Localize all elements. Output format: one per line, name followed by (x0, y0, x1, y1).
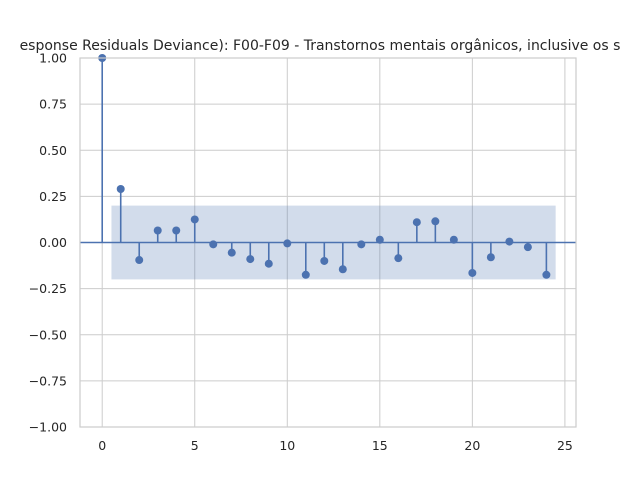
marker-lag-24 (542, 270, 551, 279)
marker-lag-6 (209, 240, 218, 249)
marker-lag-17 (412, 218, 421, 227)
marker-lag-2 (135, 256, 144, 265)
y-tick-label-2: −0.50 (29, 327, 67, 342)
y-tick-label-4: 0.00 (39, 235, 67, 250)
marker-lag-11 (301, 270, 310, 279)
marker-lag-16 (394, 254, 403, 263)
marker-lag-3 (153, 226, 162, 235)
marker-lag-19 (449, 235, 458, 244)
chart-title: esponse Residuals Deviance): F00-F09 - T… (20, 38, 621, 54)
marker-lag-8 (246, 255, 255, 264)
marker-lag-22 (505, 237, 514, 246)
marker-lag-13 (338, 265, 347, 274)
marker-lag-10 (283, 239, 292, 248)
y-tick-label-7: 0.75 (39, 97, 67, 112)
marker-lag-5 (190, 215, 199, 224)
marker-lag-15 (375, 235, 384, 244)
marker-lag-7 (227, 248, 236, 257)
tick-label-layer: 0 5 10 15 20 25 −1.00 −0.75 −0.50 −0.25 0.00 0.25 0.… (29, 51, 573, 454)
x-tick-label-4: 20 (464, 438, 480, 453)
x-tick-label-1: 5 (191, 438, 199, 453)
y-tick-label-5: 0.25 (39, 189, 67, 204)
y-tick-label-1: −0.75 (29, 373, 67, 388)
y-tick-label-3: −0.25 (29, 281, 67, 296)
marker-lag-21 (486, 253, 495, 262)
marker-lag-9 (264, 259, 273, 268)
marker-lag-12 (320, 256, 329, 265)
axes-frame-layer (79, 57, 577, 428)
marker-lag-14 (357, 240, 366, 249)
x-tick-label-5: 25 (557, 438, 573, 453)
marker-lag-18 (431, 217, 440, 226)
x-tick-label-0: 0 (98, 438, 106, 453)
y-tick-label-0: −1.00 (29, 420, 67, 435)
axes-frame (79, 57, 577, 428)
stem-layer (80, 54, 576, 279)
y-tick-label-6: 0.50 (39, 143, 67, 158)
y-tick-label-8: 1.00 (39, 51, 67, 66)
marker-lag-4 (172, 226, 181, 235)
marker-lag-23 (523, 243, 532, 252)
marker-lag-20 (468, 268, 477, 277)
marker-lag-1 (116, 184, 125, 193)
x-tick-label-2: 10 (279, 438, 295, 453)
x-tick-label-3: 15 (372, 438, 388, 453)
